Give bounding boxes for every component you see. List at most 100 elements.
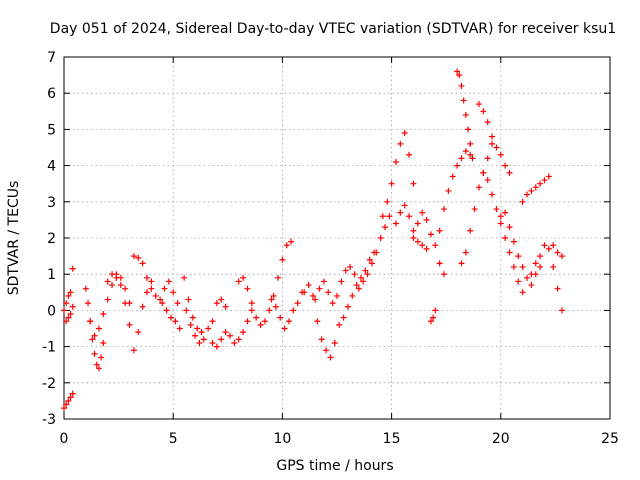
- data-point: [475, 101, 482, 108]
- data-point: [200, 336, 207, 343]
- data-point: [537, 180, 544, 187]
- axes: [63, 56, 611, 420]
- data-point: [379, 213, 386, 220]
- data-point: [331, 339, 338, 346]
- data-point: [493, 206, 500, 213]
- data-point: [187, 321, 194, 328]
- data-point: [519, 289, 526, 296]
- data-point: [305, 282, 312, 289]
- data-point: [386, 213, 393, 220]
- data-point: [253, 314, 260, 321]
- data-point: [519, 198, 526, 205]
- x-tick-label: 10: [273, 431, 291, 447]
- data-point: [506, 249, 513, 256]
- data-point: [240, 329, 247, 336]
- data-point: [467, 140, 474, 147]
- data-point: [401, 202, 408, 209]
- data-point: [65, 314, 72, 321]
- data-point: [366, 256, 373, 263]
- data-point: [148, 278, 155, 285]
- data-point: [325, 289, 332, 296]
- data-point: [213, 343, 220, 350]
- data-point: [423, 245, 430, 252]
- x-tick-label: 5: [169, 431, 178, 447]
- data-point: [240, 274, 247, 281]
- data-point: [432, 242, 439, 249]
- data-point: [456, 72, 463, 79]
- data-point: [285, 318, 292, 325]
- data-point: [85, 300, 92, 307]
- data-point: [65, 397, 72, 404]
- data-point: [172, 318, 179, 325]
- data-point: [362, 267, 369, 274]
- x-tick-label: 0: [60, 431, 69, 447]
- data-point: [109, 271, 116, 278]
- data-point: [189, 314, 196, 321]
- data-point: [196, 339, 203, 346]
- data-point: [467, 227, 474, 234]
- data-point: [218, 296, 225, 303]
- data-point: [104, 296, 111, 303]
- data-point: [397, 140, 404, 147]
- data-point: [185, 296, 192, 303]
- data-point: [554, 285, 561, 292]
- data-point: [163, 307, 170, 314]
- data-point: [460, 97, 467, 104]
- data-point: [122, 285, 129, 292]
- data-point: [342, 267, 349, 274]
- data-point: [104, 278, 111, 285]
- data-point: [458, 155, 465, 162]
- data-point: [414, 220, 421, 227]
- data-point: [161, 285, 168, 292]
- data-point: [338, 278, 345, 285]
- data-point: [554, 249, 561, 256]
- data-point: [373, 249, 380, 256]
- data-point: [82, 285, 89, 292]
- data-point: [489, 133, 496, 140]
- data-point: [165, 278, 172, 285]
- data-point: [406, 151, 413, 158]
- data-point: [183, 307, 190, 314]
- data-point: [484, 119, 491, 126]
- data-point: [248, 307, 255, 314]
- data-point: [257, 321, 264, 328]
- data-point: [135, 254, 142, 261]
- y-tick-label: 0: [47, 303, 56, 319]
- data-point: [117, 282, 124, 289]
- data-point: [126, 321, 133, 328]
- data-point: [436, 260, 443, 267]
- data-point: [93, 361, 100, 368]
- data-point: [205, 325, 212, 332]
- data-point: [541, 242, 548, 249]
- data-point: [419, 242, 426, 249]
- data-point: [235, 278, 242, 285]
- data-point: [497, 220, 504, 227]
- data-point: [458, 260, 465, 267]
- data-point: [502, 235, 509, 241]
- y-tick-label: 4: [47, 159, 56, 175]
- data-point: [309, 292, 316, 299]
- data-point: [454, 162, 461, 169]
- data-point: [69, 303, 76, 310]
- data-point: [168, 314, 175, 321]
- data-point: [484, 177, 491, 184]
- x-tick-label: 25: [601, 431, 619, 447]
- data-point: [441, 271, 448, 278]
- data-point: [69, 390, 76, 397]
- data-point: [294, 300, 301, 307]
- y-tick-labels: -3 -2 -1 0 1 2 3 4 5 6 7: [42, 50, 56, 428]
- data-point: [244, 318, 251, 325]
- x-tick-label: 15: [383, 431, 401, 447]
- data-point: [192, 332, 199, 339]
- data-point: [61, 307, 67, 314]
- data-point: [368, 260, 375, 267]
- data-point: [462, 249, 469, 256]
- data-point: [231, 339, 238, 346]
- y-tick-label: 7: [47, 50, 56, 66]
- data-point: [301, 289, 308, 296]
- data-point: [139, 260, 146, 267]
- data-point: [277, 314, 284, 321]
- data-point: [100, 311, 107, 318]
- data-point: [480, 108, 487, 115]
- data-point: [384, 198, 391, 205]
